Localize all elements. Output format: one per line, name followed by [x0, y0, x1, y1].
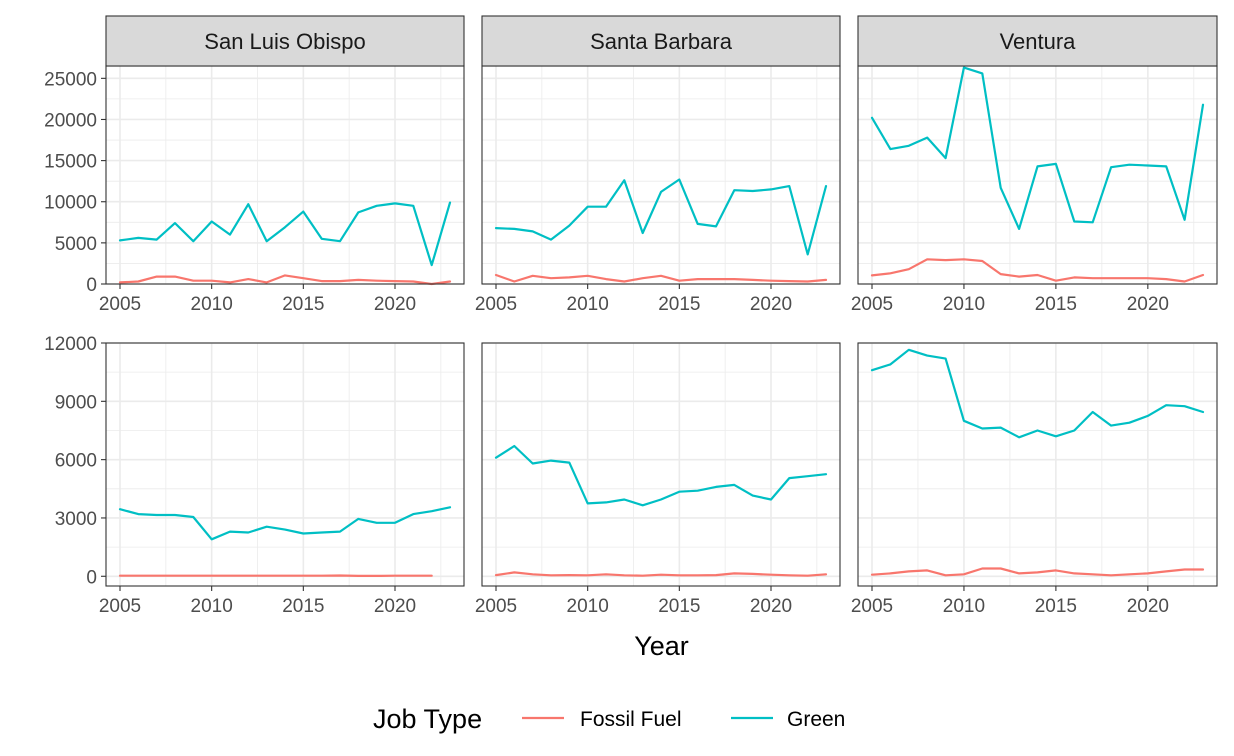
- x-tick-label: 2020: [750, 596, 792, 617]
- series-line-green: [870, 66, 1205, 230]
- y-tick-label: 25000: [44, 69, 97, 90]
- panel-background: [482, 343, 840, 586]
- x-axis-title: Year: [634, 631, 689, 661]
- panel-san-luis-obispo-row1: 2005 2010 2015 2020 San Luis Obispo: [99, 15, 465, 315]
- panel-ventura-row1: 2005 2010 2015 2020 Ventura: [851, 15, 1218, 315]
- y-tick-label: 0: [86, 275, 97, 296]
- x-tick-label: 2005: [99, 596, 141, 617]
- x-tick-label: 2005: [851, 294, 893, 315]
- facet-strip: [481, 15, 841, 67]
- x-tick-label: 2010: [943, 294, 985, 315]
- series-line-green: [118, 201, 452, 267]
- legend-item-fossil-fuel: Fossil Fuel: [522, 708, 682, 731]
- facet-strip: [857, 15, 1218, 67]
- panel-san-luis-obispo-row2: 2005 2010 2015 2020: [99, 342, 465, 617]
- y-tick-label: 3000: [55, 509, 97, 530]
- legend-label: Green: [787, 708, 845, 731]
- panel-ventura-row2: 2005 2010 2015 2020: [851, 342, 1218, 617]
- x-tick-label: 2010: [191, 596, 233, 617]
- x-tick-label: 2015: [658, 294, 700, 315]
- facet-strip-label: Santa Barbara: [590, 29, 733, 54]
- x-tick-label: 2005: [475, 596, 517, 617]
- series-line-green: [494, 178, 828, 256]
- x-tick-label: 2005: [99, 294, 141, 315]
- series-line-green: [494, 444, 828, 507]
- facet-strip-label: San Luis Obispo: [204, 29, 365, 54]
- x-tick-label: 2010: [943, 596, 985, 617]
- series-line-fossil-fuel: [870, 567, 1205, 577]
- series-line-green: [118, 506, 452, 541]
- y-tick-label: 10000: [44, 193, 97, 214]
- series-line-fossil-fuel: [494, 273, 828, 283]
- panel-santa-barbara-row1: 2005 2010 2015 2020 Santa Barbara: [475, 15, 841, 315]
- x-tick-label: 2015: [1035, 294, 1077, 315]
- y-tick-label: 5000: [55, 234, 97, 255]
- y-tick-label: 9000: [55, 392, 97, 413]
- x-tick-label: 2020: [1127, 596, 1169, 617]
- x-tick-label: 2020: [374, 596, 416, 617]
- x-tick-label: 2015: [658, 596, 700, 617]
- legend-label: Fossil Fuel: [580, 708, 682, 731]
- series-line-fossil-fuel: [118, 274, 452, 286]
- x-tick-label: 2015: [1035, 596, 1077, 617]
- x-tick-label: 2010: [567, 294, 609, 315]
- panel-border: [481, 342, 841, 587]
- facet-strip-label: Ventura: [1000, 29, 1077, 54]
- x-tick-label: 2005: [851, 596, 893, 617]
- legend: Job Type Fossil Fuel Green: [373, 704, 845, 734]
- x-tick-label: 2015: [282, 596, 324, 617]
- panel-border: [857, 342, 1218, 587]
- legend-title: Job Type: [373, 704, 482, 734]
- y-tick-label: 12000: [44, 334, 97, 355]
- x-tick-label: 2020: [374, 294, 416, 315]
- panel-border: [105, 342, 465, 587]
- x-tick-label: 2020: [750, 294, 792, 315]
- series-line-fossil-fuel: [494, 571, 828, 577]
- panel-background: [858, 343, 1217, 586]
- x-tick-label: 2015: [282, 294, 324, 315]
- legend-item-green: Green: [731, 708, 845, 731]
- y-tick-label: 15000: [44, 152, 97, 173]
- panel-santa-barbara-row2: 2005 2010 2015 2020: [475, 342, 841, 617]
- x-tick-label: 2020: [1127, 294, 1169, 315]
- x-tick-label: 2005: [475, 294, 517, 315]
- x-tick-label: 2010: [191, 294, 233, 315]
- y-tick-label: 0: [86, 567, 97, 588]
- panel-background: [106, 343, 464, 586]
- series-line-fossil-fuel: [870, 258, 1205, 283]
- y-tick-label: 6000: [55, 451, 97, 472]
- series-line-green: [870, 348, 1205, 439]
- x-tick-label: 2010: [567, 596, 609, 617]
- y-tick-label: 20000: [44, 110, 97, 131]
- facet-strip: [105, 15, 465, 67]
